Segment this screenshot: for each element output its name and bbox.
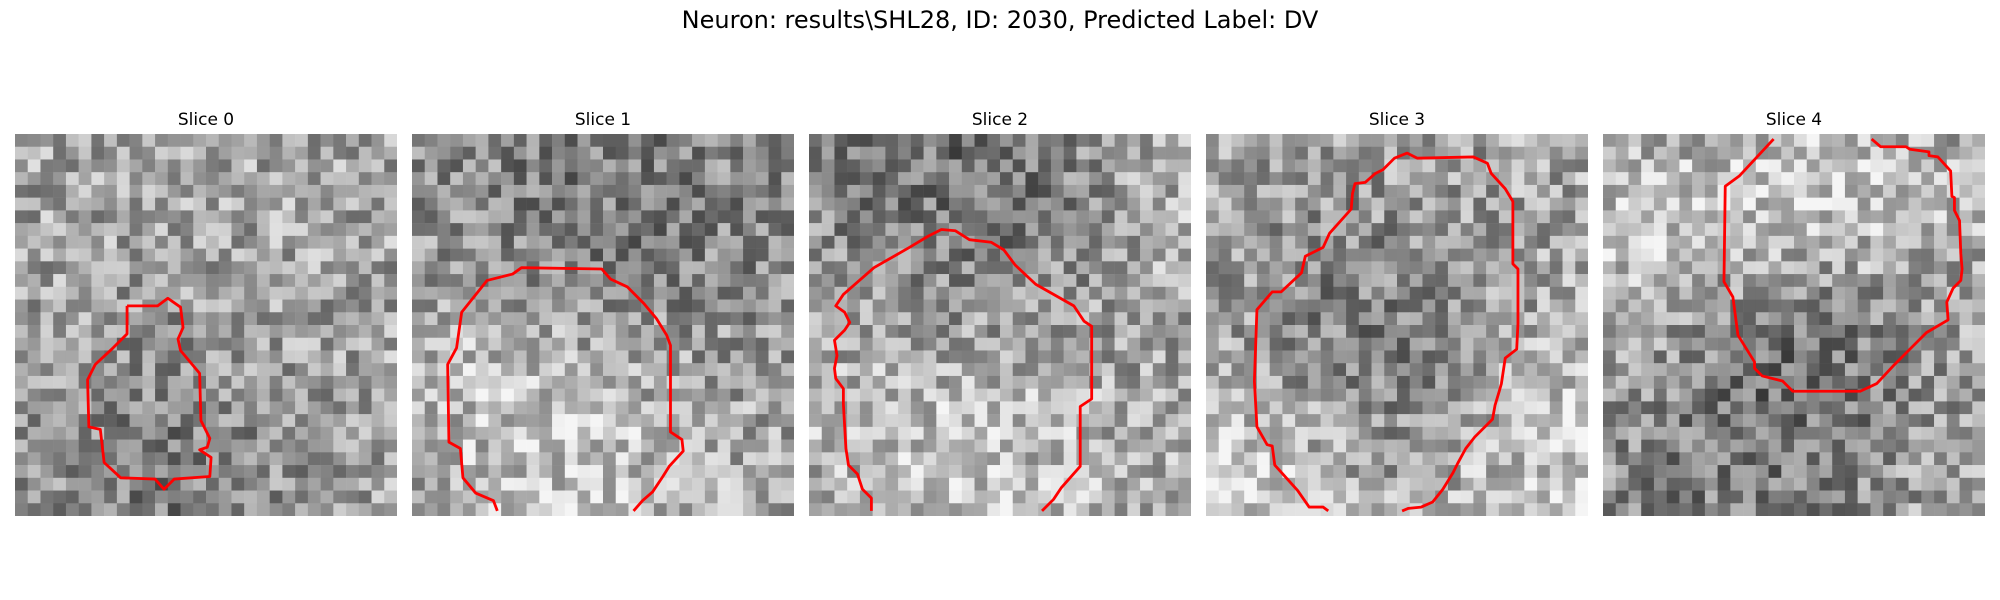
slice-title: Slice 3 (1368, 110, 1426, 130)
slice-image (809, 134, 1191, 516)
pixel-grid (412, 134, 794, 516)
slice-image (15, 134, 397, 516)
roi-contour (833, 228, 1094, 512)
roi-contour (446, 266, 685, 512)
slice-title: Slice 2 (971, 110, 1029, 130)
roi-contour (86, 296, 213, 491)
pixel-grid (1603, 134, 1985, 516)
slice-panel-1: Slice 1 (412, 108, 794, 516)
slice-image (1603, 134, 1985, 516)
roi-contour (1722, 138, 1964, 393)
pixel-grid (1206, 134, 1588, 516)
slice-title: Slice 1 (574, 110, 632, 130)
slice-panel-2: Slice 2 (809, 108, 1191, 516)
slice-panel-3: Slice 3 (1206, 108, 1588, 516)
slice-title: Slice 4 (1765, 110, 1823, 130)
slice-image (1206, 134, 1588, 516)
slice-image (412, 134, 794, 516)
pixel-grid (809, 134, 1191, 516)
slice-panel-0: Slice 0 (15, 108, 397, 516)
slice-panel-4: Slice 4 (1603, 108, 1985, 516)
slice-title: Slice 0 (177, 110, 235, 130)
pixel-grid (15, 134, 397, 516)
roi-contour (1252, 151, 1520, 513)
figure-title: Neuron: results\SHL28, ID: 2030, Predict… (681, 6, 1319, 34)
